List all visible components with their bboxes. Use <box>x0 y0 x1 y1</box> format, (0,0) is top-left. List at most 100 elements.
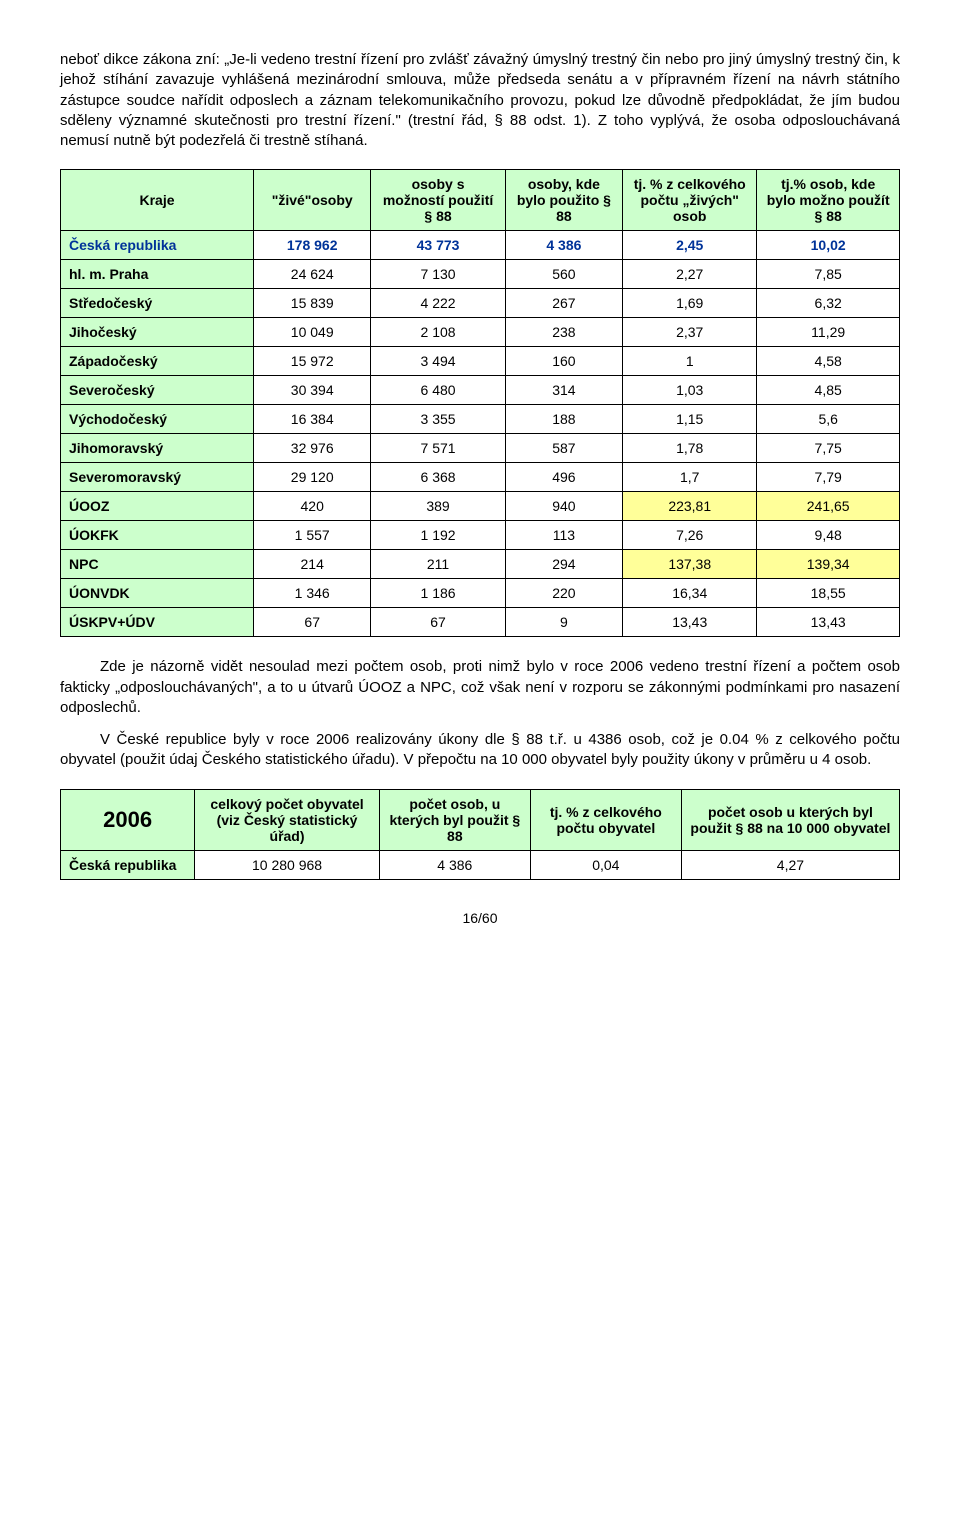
row-label: Jihočeský <box>61 318 254 347</box>
row-value: 294 <box>505 550 622 579</box>
t2-v1: 4 386 <box>379 850 530 879</box>
paragraph-3: V České republice byly v roce 2006 reali… <box>60 730 900 771</box>
row-value: 24 624 <box>253 260 370 289</box>
row-value: 29 120 <box>253 463 370 492</box>
row-label: ÚOOZ <box>61 492 254 521</box>
paragraph-1: neboť dikce zákona zní: „Je-li vedeno tr… <box>60 50 900 151</box>
row-value: 1,69 <box>623 289 757 318</box>
row-value: 420 <box>253 492 370 521</box>
row-label: hl. m. Praha <box>61 260 254 289</box>
row-label: ÚONVDK <box>61 579 254 608</box>
row-value: 2 108 <box>371 318 505 347</box>
row-value: 32 976 <box>253 434 370 463</box>
row-value: 6 480 <box>371 376 505 405</box>
table-row: ÚOOZ420389940223,81241,65 <box>61 492 900 521</box>
row-value: 6 368 <box>371 463 505 492</box>
row-value: 7,85 <box>757 260 900 289</box>
row-value: 267 <box>505 289 622 318</box>
row-value: 1 186 <box>371 579 505 608</box>
row-value: 238 <box>505 318 622 347</box>
row-value: 160 <box>505 347 622 376</box>
col-kraje: Kraje <box>61 170 254 231</box>
page-number: 16/60 <box>60 910 900 926</box>
row-value: 178 962 <box>253 231 370 260</box>
row-value: 314 <box>505 376 622 405</box>
table-row: Východočeský16 3843 3551881,155,6 <box>61 405 900 434</box>
row-value: 1,7 <box>623 463 757 492</box>
col-pouzito: osoby, kde bylo použito § 88 <box>505 170 622 231</box>
row-label: Severomoravský <box>61 463 254 492</box>
row-label: Východočeský <box>61 405 254 434</box>
row-value: 223,81 <box>623 492 757 521</box>
row-value: 188 <box>505 405 622 434</box>
row-value: 11,29 <box>757 318 900 347</box>
row-value: 9,48 <box>757 521 900 550</box>
table-row: Jihomoravský32 9767 5715871,787,75 <box>61 434 900 463</box>
col-pct-zive: tj. % z celkového počtu „živých" osob <box>623 170 757 231</box>
row-value: 2,45 <box>623 231 757 260</box>
row-label: Jihomoravský <box>61 434 254 463</box>
row-value: 4,85 <box>757 376 900 405</box>
table-row: Jihočeský10 0492 1082382,3711,29 <box>61 318 900 347</box>
t2-v3: 4,27 <box>681 850 899 879</box>
table-row: Česká republika178 96243 7734 3862,4510,… <box>61 231 900 260</box>
row-value: 1 <box>623 347 757 376</box>
col-moznost: osoby s možností použití § 88 <box>371 170 505 231</box>
row-value: 7 130 <box>371 260 505 289</box>
paragraph-2: Zde je názorně vidět nesoulad mezi počte… <box>60 657 900 718</box>
row-label: Západočeský <box>61 347 254 376</box>
table2-row-cr: Česká republika 10 280 968 4 386 0,04 4,… <box>61 850 900 879</box>
table-row: hl. m. Praha24 6247 1305602,277,85 <box>61 260 900 289</box>
row-value: 560 <box>505 260 622 289</box>
table-row: Severočeský30 3946 4803141,034,85 <box>61 376 900 405</box>
row-value: 10,02 <box>757 231 900 260</box>
row-value: 113 <box>505 521 622 550</box>
row-value: 1,78 <box>623 434 757 463</box>
row-value: 18,55 <box>757 579 900 608</box>
row-value: 6,32 <box>757 289 900 318</box>
row-label: ÚOKFK <box>61 521 254 550</box>
table-population: 2006 celkový počet obyvatel (viz Český s… <box>60 789 900 880</box>
col-per10000: počet osob u kterých byl použit § 88 na … <box>681 789 899 850</box>
row-value: 220 <box>505 579 622 608</box>
row-value: 67 <box>371 608 505 637</box>
row-value: 30 394 <box>253 376 370 405</box>
row-value: 2,37 <box>623 318 757 347</box>
row-value: 4,58 <box>757 347 900 376</box>
row-value: 9 <box>505 608 622 637</box>
row-value: 16 384 <box>253 405 370 434</box>
row-value: 1 557 <box>253 521 370 550</box>
row-value: 5,6 <box>757 405 900 434</box>
col-year: 2006 <box>61 789 195 850</box>
row-label: Středočeský <box>61 289 254 318</box>
table-row: Západočeský15 9723 49416014,58 <box>61 347 900 376</box>
row-value: 16,34 <box>623 579 757 608</box>
t2-v0: 10 280 968 <box>195 850 380 879</box>
row-label: NPC <box>61 550 254 579</box>
row-value: 15 839 <box>253 289 370 318</box>
row-value: 139,34 <box>757 550 900 579</box>
col-zive: "živé"osoby <box>253 170 370 231</box>
row-value: 15 972 <box>253 347 370 376</box>
row-value: 587 <box>505 434 622 463</box>
table-row: NPC214211294137,38139,34 <box>61 550 900 579</box>
row-value: 7,75 <box>757 434 900 463</box>
row-value: 10 049 <box>253 318 370 347</box>
row-value: 1 192 <box>371 521 505 550</box>
col-pct-mozno: tj.% osob, kde bylo možno použít § 88 <box>757 170 900 231</box>
row-value: 4 222 <box>371 289 505 318</box>
row-value: 496 <box>505 463 622 492</box>
row-value: 2,27 <box>623 260 757 289</box>
table2-header-row: 2006 celkový počet obyvatel (viz Český s… <box>61 789 900 850</box>
row-value: 43 773 <box>371 231 505 260</box>
row-value: 13,43 <box>757 608 900 637</box>
t2-label: Česká republika <box>61 850 195 879</box>
row-label: ÚSKPV+ÚDV <box>61 608 254 637</box>
row-value: 211 <box>371 550 505 579</box>
row-value: 1 346 <box>253 579 370 608</box>
row-label: Česká republika <box>61 231 254 260</box>
table-row: ÚOKFK1 5571 1921137,269,48 <box>61 521 900 550</box>
row-value: 13,43 <box>623 608 757 637</box>
row-value: 940 <box>505 492 622 521</box>
row-value: 3 355 <box>371 405 505 434</box>
